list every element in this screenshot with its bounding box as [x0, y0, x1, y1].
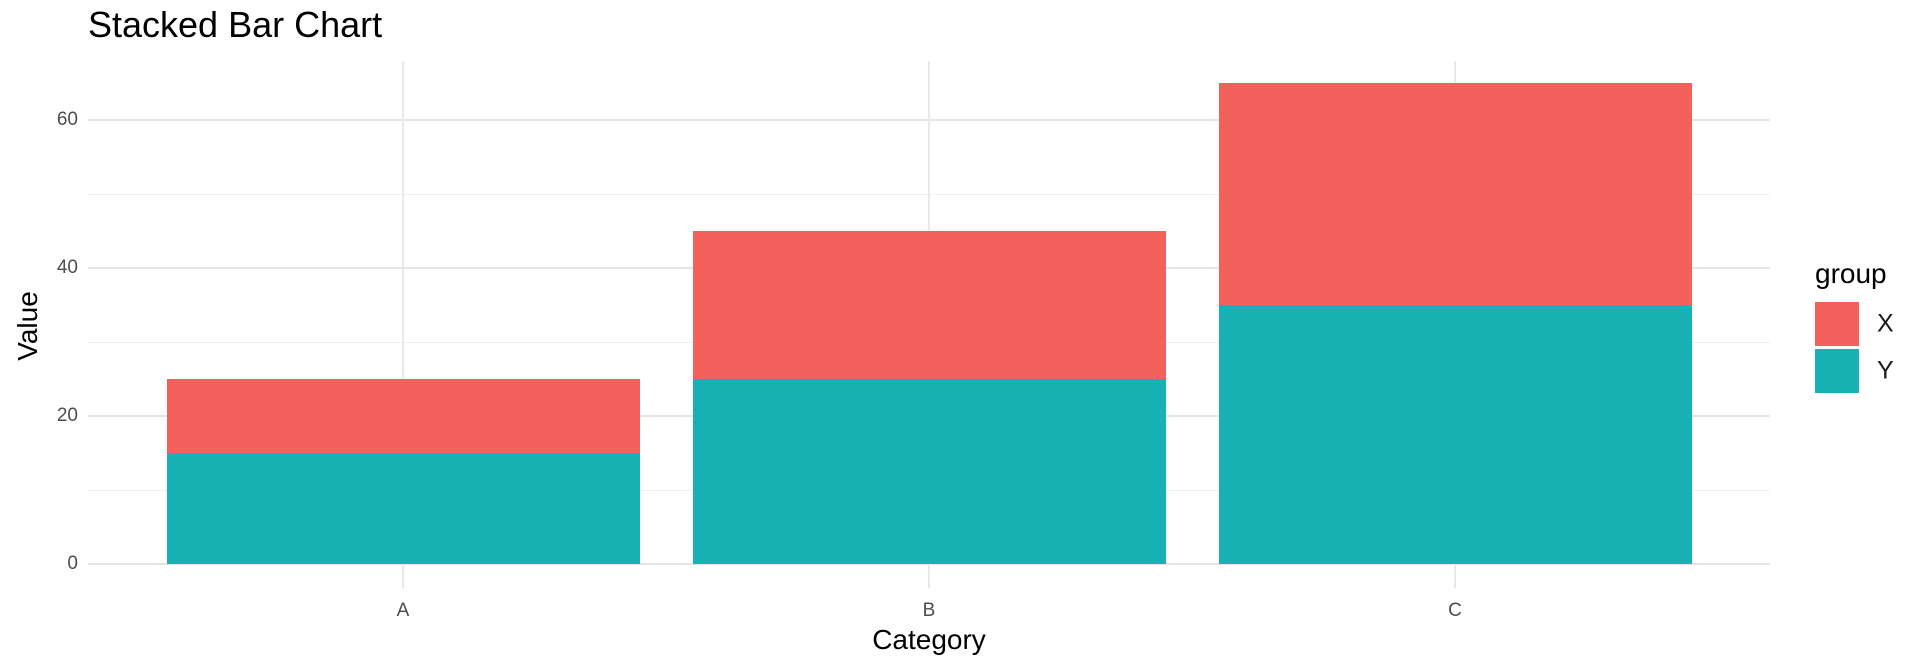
legend-label-Y: Y: [1877, 356, 1894, 385]
legend-swatch-X: [1815, 302, 1859, 346]
x-tick-label-A: A: [396, 600, 410, 621]
bar-segment-B-X: [692, 231, 1166, 379]
vertical-gridline-A: [402, 61, 404, 588]
legend-swatch-Y: [1815, 349, 1859, 393]
chart-title: Stacked Bar Chart: [88, 4, 383, 45]
bar-segment-A-Y: [166, 453, 640, 564]
y-tick-label-0: 0: [67, 553, 78, 574]
y-axis-title: Value: [12, 291, 43, 361]
legend-label-X: X: [1877, 309, 1894, 338]
bar-segment-C-Y: [1218, 305, 1692, 564]
x-tick-label-C: C: [1448, 600, 1462, 621]
x-tick-label-B: B: [922, 600, 936, 621]
plot-panel: [88, 61, 1770, 588]
bar-segment-C-X: [1218, 83, 1692, 305]
y-tick-label-60: 60: [56, 109, 78, 130]
legend-title: group: [1815, 258, 1887, 289]
x-axis-title: Category: [872, 624, 986, 655]
y-tick-label-40: 40: [56, 257, 78, 278]
y-tick-label-20: 20: [56, 405, 78, 426]
bar-segment-A-X: [166, 379, 640, 453]
bar-segment-B-Y: [692, 379, 1166, 564]
